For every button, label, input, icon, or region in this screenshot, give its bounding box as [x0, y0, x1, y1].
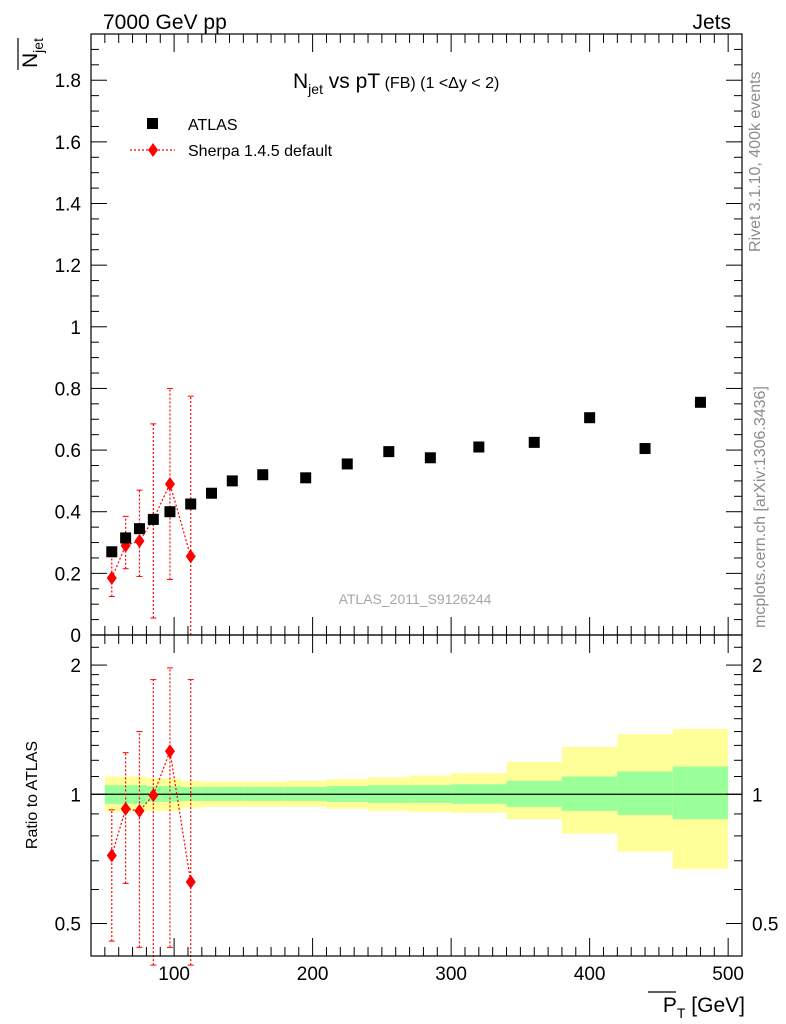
atlas-point [206, 487, 218, 499]
ratio-sherpa-point [106, 848, 117, 863]
atlas-point [424, 452, 436, 464]
ratio-sherpa-point [185, 874, 196, 889]
atlas-point [133, 523, 145, 535]
inner-band-bin [672, 766, 729, 820]
x-axis-title: PT [GeV] [663, 994, 745, 1021]
y-tick-label: 0.4 [55, 503, 82, 524]
energy-label: 7000 GeV pp [103, 11, 227, 34]
y-tick-label: 1.8 [55, 71, 81, 92]
legend-sherpa-marker [148, 143, 158, 157]
ratio-plot-frame [90, 634, 743, 957]
sherpa-point [185, 549, 196, 564]
atlas-point [383, 446, 395, 458]
x-tick-label: 300 [435, 964, 467, 985]
inner-band-bin [561, 776, 618, 811]
sherpa-point [106, 570, 117, 585]
ratio-y-tick-label: 2 [70, 656, 81, 677]
atlas-point [639, 443, 651, 455]
y-tick-label: 1 [70, 318, 81, 339]
main-axis-ticks: 0 0.2 0.4 0.6 0.8 1 1.2 1.4 1.6 1.8 [55, 34, 742, 647]
ratio-sherpa-line [111, 748, 192, 882]
ratio-sherpa-point [120, 801, 131, 816]
ratio-uncertainty-band [91, 728, 742, 869]
atlas-point [226, 475, 238, 487]
x-tick-label: 100 [158, 964, 190, 985]
ratio-sherpa-point [148, 788, 159, 803]
atlas-point [473, 441, 485, 453]
plot-title: Njet vs pT (FB) (1 <Δy < 2) [293, 70, 499, 97]
main-y-axis-label: Njet [17, 38, 46, 70]
ratio-y-tick-label: 1 [70, 785, 81, 806]
ratio-plot: 0.5 0.5 1 1 2 2 100 200 300 400 500 Ratio to ATLAS… [24, 634, 778, 1021]
ratio-sherpa-point [134, 803, 145, 818]
atlas-point [164, 506, 176, 518]
atlas-point [257, 469, 269, 481]
atlas-point [185, 498, 197, 510]
x-tick-label: 500 [712, 964, 744, 985]
atlas-point [120, 532, 132, 544]
ratio-y-tick-label: 0.5 [55, 914, 81, 935]
ratio-axis-ticks: 0.5 0.5 1 1 2 2 100 200 300 400 500 [55, 635, 778, 985]
y-tick-label: 1.2 [55, 256, 81, 277]
process-label: Jets [692, 11, 731, 34]
x-tick-label: 400 [574, 964, 606, 985]
legend-sherpa-label: Sherpa 1.4.5 default [188, 143, 333, 160]
ratio-sherpa-point [164, 744, 175, 759]
legend-atlas-marker [147, 118, 158, 129]
mcplots-label: mcplots.cern.ch [arXiv:1306.3436] [752, 386, 769, 628]
sherpa-point [164, 476, 175, 491]
inner-band-bin [617, 771, 673, 815]
atlas-point [147, 513, 159, 525]
atlas-point [694, 396, 706, 408]
y-tick-label: 0.8 [55, 379, 81, 400]
atlas-point [528, 436, 540, 448]
y-tick-label: 1.6 [55, 133, 81, 154]
rivet-version-label: Rivet 3.1.10, 400k events [747, 71, 764, 252]
legend-atlas-label: ATLAS [188, 117, 238, 134]
ratio-y-tick-label-right: 0.5 [752, 914, 778, 935]
ratio-y-axis-label: Ratio to ATLAS [24, 741, 41, 849]
analysis-watermark: ATLAS_2011_S9126244 [339, 591, 492, 607]
y-tick-label: 0.2 [55, 564, 81, 585]
ratio-y-tick-label-right: 1 [752, 785, 763, 806]
ratio-y-tick-label-right: 2 [752, 656, 763, 677]
atlas-point [106, 546, 118, 558]
y-tick-label: 1.4 [55, 195, 82, 216]
sherpa-series [106, 387, 196, 636]
ratio-sherpa-series [106, 667, 196, 966]
x-tick-label: 200 [297, 964, 329, 985]
atlas-series [106, 396, 706, 558]
atlas-point [584, 412, 596, 424]
legend: ATLAS Sherpa 1.4.5 default [130, 117, 333, 160]
y-tick-label: 0 [70, 626, 81, 647]
atlas-point [300, 472, 312, 484]
sherpa-line [111, 482, 192, 579]
sherpa-point [134, 533, 145, 548]
y-axis-title: Njet [19, 38, 46, 68]
main-plot: 0 0.2 0.4 0.6 0.8 1 1.2 1.4 1.6 1.8 Njet vs pT (F… [17, 33, 743, 647]
x-axis-label: PT [GeV] [648, 991, 745, 1021]
atlas-point [341, 458, 353, 470]
y-tick-label: 0.6 [55, 441, 81, 462]
